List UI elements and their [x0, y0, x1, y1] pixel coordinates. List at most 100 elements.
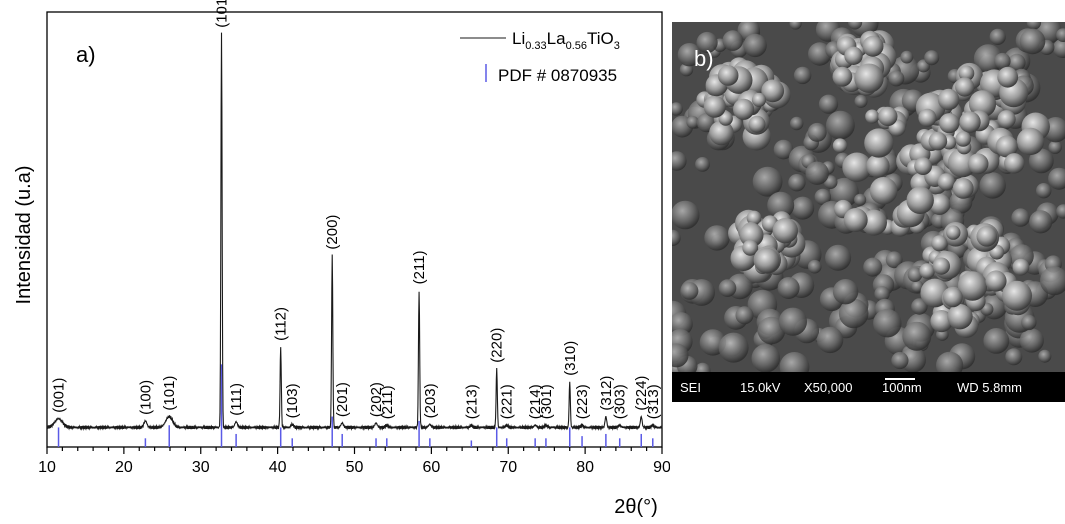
- sem-grain: [902, 321, 932, 351]
- sem-grain: [743, 33, 767, 58]
- sem-grain: [789, 22, 802, 30]
- sem-grain: [777, 277, 800, 299]
- sem-grain: [911, 280, 924, 293]
- sem-grain: [838, 298, 869, 329]
- sem-grain: [967, 153, 989, 175]
- sem-grain: [854, 193, 867, 206]
- sem-magnification: X50,000: [804, 380, 853, 395]
- sem-grain: [874, 286, 890, 302]
- sem-grain: [888, 70, 905, 87]
- sem-grain: [677, 43, 702, 67]
- sem-grain: [825, 244, 852, 271]
- y-axis-label: Intensidad (u.a): [13, 166, 35, 305]
- peak-label: (220): [489, 328, 506, 363]
- sem-grain: [1056, 204, 1065, 219]
- x-axis: 10 20 30 40 50 60 70 80 90: [38, 447, 670, 476]
- peak-label: (200): [324, 215, 341, 250]
- sem-voltage: 15.0kV: [740, 380, 781, 395]
- panel-b-label: b): [694, 46, 714, 71]
- xrd-pattern-line: [46, 32, 663, 431]
- sem-grain: [779, 352, 810, 372]
- sem-grain: [680, 282, 699, 300]
- sem-grain: [1038, 349, 1052, 363]
- sem-grain: [1016, 127, 1045, 156]
- x-tick-label: 80: [576, 459, 594, 476]
- peak-label: (103): [284, 383, 301, 418]
- sem-grain: [1004, 153, 1025, 174]
- sem-grain: [832, 138, 848, 153]
- sem-grain: [957, 271, 988, 301]
- peak-label: (100): [137, 380, 154, 415]
- sem-grain: [955, 131, 971, 147]
- sem-grain: [900, 50, 914, 64]
- sem-scale: 100nm: [882, 380, 922, 395]
- sem-grain: [854, 63, 884, 93]
- sem-grain: [943, 287, 963, 308]
- sem-grain: [767, 191, 795, 219]
- peak-label: (101): [161, 376, 178, 411]
- peak-label: (203): [422, 383, 439, 418]
- sem-grain: [1012, 258, 1030, 276]
- sem-grain: [989, 28, 1006, 45]
- peak-label: (213): [463, 384, 480, 419]
- peak-label: (224): [633, 376, 650, 411]
- sem-grain: [672, 200, 700, 230]
- sem-grain: [906, 186, 934, 214]
- sem-grain: [985, 270, 1007, 292]
- sem-grain: [722, 30, 744, 51]
- sem-grain: [843, 208, 868, 232]
- sem-grain: [717, 65, 739, 86]
- peak-label: (301): [538, 384, 555, 419]
- sem-grain: [919, 263, 935, 279]
- sem-grain: [939, 113, 960, 134]
- x-tick-label: 40: [269, 459, 287, 476]
- sem-grain: [924, 50, 940, 66]
- sem-grain: [865, 109, 880, 124]
- sem-grain: [1056, 28, 1065, 42]
- sem-grain: [947, 304, 973, 330]
- sem-grain: [955, 77, 975, 97]
- sem-grain: [1048, 167, 1065, 190]
- sem-grain: [1036, 183, 1052, 199]
- peak-label: (211): [411, 250, 428, 284]
- sem-grain: [696, 31, 718, 54]
- panel-a-label: a): [76, 42, 96, 67]
- sem-grain: [936, 351, 964, 372]
- sem-grain: [911, 298, 928, 315]
- sem-grain: [918, 108, 937, 127]
- x-tick-label: 70: [499, 459, 517, 476]
- sem-grain: [672, 102, 683, 116]
- sem-grain: [829, 177, 859, 208]
- peak-label: (001): [51, 378, 68, 413]
- peak-label: (211): [379, 385, 396, 419]
- sem-grain: [854, 94, 868, 108]
- x-tick-label: 50: [346, 459, 364, 476]
- sem-grain: [778, 307, 807, 336]
- sem-grain: [672, 343, 689, 368]
- peak-label: (223): [574, 384, 591, 419]
- sem-grain: [814, 188, 831, 206]
- peak-label: (111): [228, 383, 245, 416]
- sem-grain: [788, 174, 806, 192]
- sem-grain: [932, 257, 950, 275]
- sem-texture: [672, 22, 1065, 372]
- sem-grain: [1002, 280, 1032, 311]
- sem-grain: [746, 210, 762, 226]
- peak-label: (312): [598, 376, 615, 411]
- sem-grain: [739, 223, 764, 247]
- sem-grain: [958, 65, 975, 82]
- sem-grain: [793, 66, 812, 85]
- sem-grain: [878, 106, 898, 127]
- sem-grain: [718, 279, 737, 297]
- sem-grain: [983, 328, 1010, 354]
- sem-grain: [805, 161, 829, 185]
- sem-info-bar: SEI 15.0kV X50,000 100nm WD 5.8mm: [672, 372, 1065, 402]
- sem-grain: [816, 326, 844, 354]
- sem-grain: [968, 90, 997, 118]
- sem-grain: [930, 310, 953, 333]
- sem-grain: [931, 235, 948, 252]
- legend-reference-label: PDF # 0870935: [498, 66, 617, 85]
- peak-label: (221): [499, 384, 516, 419]
- sem-grain: [863, 257, 883, 277]
- sem-grain: [761, 79, 785, 103]
